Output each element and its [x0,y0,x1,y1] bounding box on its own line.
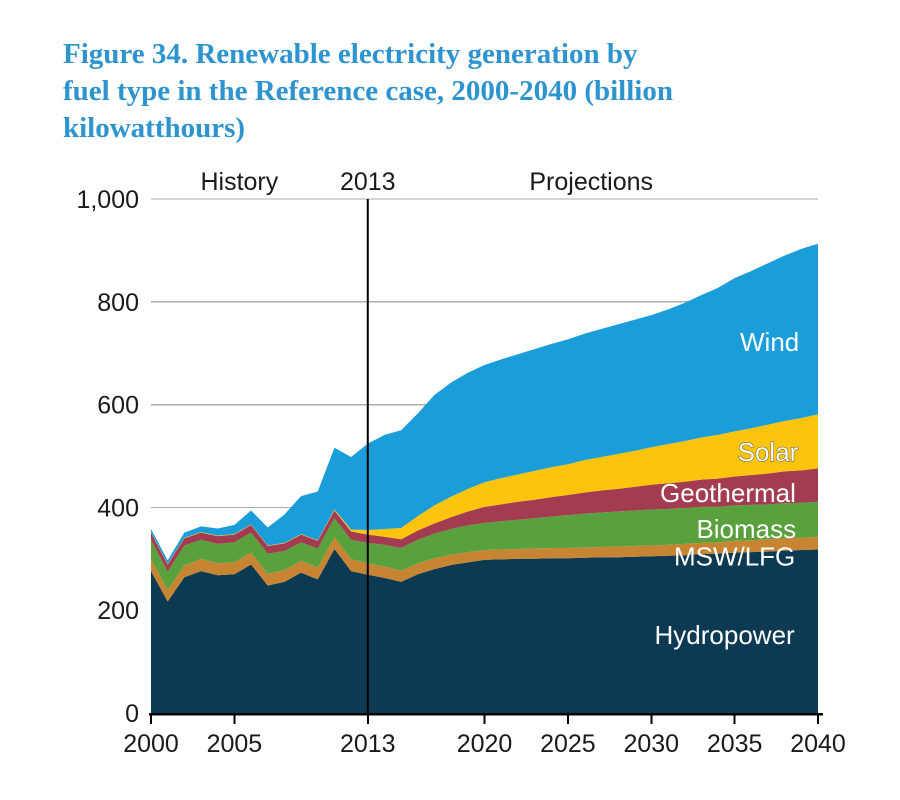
y-axis-label-600: 600 [97,392,139,420]
series-label-geothermal: Geothermal [660,478,796,508]
figure-title: Figure 34. Renewable electricity generat… [63,36,843,147]
x-axis-label-2025: 2025 [540,730,596,758]
x-axis-label-2035: 2035 [707,730,763,758]
series-label-msw-lfg: MSW/LFG [674,542,795,572]
y-axis-label-800: 800 [97,289,139,317]
header-label-projections: Projections [529,168,653,196]
x-axis-label-2040: 2040 [790,730,846,758]
figure-title-line-3: kilowatthours) [63,112,246,144]
y-axis-label-200: 200 [97,597,139,625]
area-msw-lfg [151,536,818,602]
series-label-solar: Solar [738,437,799,467]
x-axis-label-2020: 2020 [457,730,513,758]
y-axis-label-0: 0 [125,700,139,728]
area-solar [151,414,818,565]
x-axis-label-2000: 2000 [123,730,179,758]
header-label-2013: 2013 [340,168,396,196]
area-biomass [151,501,818,590]
figure-title-line-1: Figure 34. Renewable electricity generat… [63,38,638,70]
y-axis-label-400: 400 [97,494,139,522]
x-axis-label-2013: 2013 [340,730,396,758]
area-hydropower [151,549,818,713]
series-label-biomass: Biomass [696,514,796,544]
series-label-hydropower: Hydropower [655,620,796,650]
x-axis-label-2030: 2030 [623,730,679,758]
header-label-history: History [200,168,278,196]
x-axis-label-2005: 2005 [207,730,263,758]
series-label-wind: Wind [740,327,799,357]
area-wind [151,243,818,564]
y-axis-label-1000: 1,000 [76,186,139,214]
area-geothermal [151,468,818,572]
figure-title-line-2: fuel type in the Reference case, 2000-20… [63,75,673,107]
